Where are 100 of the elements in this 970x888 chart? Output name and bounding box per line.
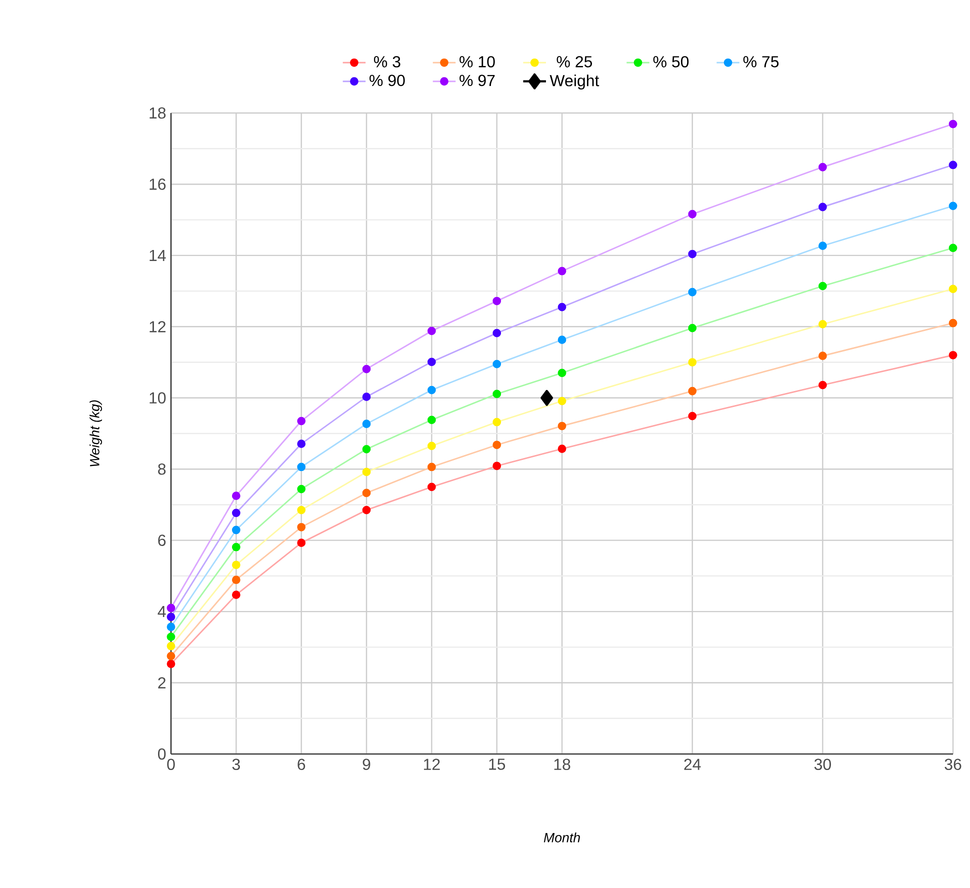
- point: [818, 320, 827, 328]
- point: [427, 416, 436, 424]
- point: [362, 488, 371, 498]
- legend-label: % 97: [460, 74, 495, 86]
- point: [688, 288, 697, 296]
- legend-label: % 90: [370, 74, 405, 86]
- y-tick-label: 8: [158, 463, 166, 475]
- point: [232, 590, 240, 600]
- point: [948, 244, 958, 252]
- point: [232, 576, 240, 584]
- point: [362, 444, 371, 454]
- point: [362, 420, 371, 428]
- point: [492, 462, 502, 470]
- point: [540, 390, 554, 406]
- legend-label: Weight: [550, 74, 600, 90]
- x-axis-title: Month: [544, 832, 580, 842]
- point: [232, 560, 240, 570]
- point: [558, 336, 566, 344]
- point: [297, 522, 306, 532]
- point: [558, 444, 566, 454]
- legend-label: % 50: [653, 56, 689, 68]
- point: [688, 250, 697, 258]
- point: [362, 506, 371, 514]
- x-tick-label: 3: [232, 758, 240, 770]
- y-tick-label: 14: [150, 250, 166, 261]
- point: [492, 360, 502, 368]
- legend-label: % 3: [374, 56, 400, 68]
- point: [166, 660, 176, 668]
- point: [492, 440, 502, 450]
- y-tick-label: 2: [158, 677, 166, 688]
- point: [297, 416, 306, 426]
- legend-label: % 25: [556, 56, 592, 68]
- y-tick-label: 0: [158, 748, 166, 760]
- point: [166, 604, 176, 612]
- point: [492, 418, 502, 426]
- point: [297, 538, 306, 548]
- point: [558, 422, 566, 430]
- point: [688, 210, 697, 218]
- point: [558, 302, 566, 312]
- point: [297, 506, 306, 514]
- legend-label: % 10: [460, 56, 495, 68]
- x-tick-label: 12: [424, 758, 440, 770]
- point: [166, 652, 176, 660]
- point: [688, 386, 697, 396]
- point: [818, 242, 827, 250]
- point: [362, 468, 371, 476]
- point: [427, 386, 436, 394]
- point: [492, 328, 502, 338]
- point: [492, 296, 502, 306]
- point: [166, 622, 176, 632]
- point: [166, 612, 176, 622]
- point: [297, 440, 306, 448]
- x-tick-label: 36: [944, 758, 962, 770]
- point: [818, 162, 827, 172]
- point: [558, 266, 566, 276]
- point: [688, 324, 697, 332]
- x-tick-label: 18: [554, 758, 570, 770]
- y-tick-label: 12: [150, 321, 166, 332]
- point: [427, 462, 436, 472]
- point: [232, 492, 240, 500]
- point: [427, 442, 436, 450]
- point: [818, 380, 827, 390]
- point: [427, 482, 436, 492]
- point: [232, 508, 240, 518]
- point: [688, 412, 697, 420]
- point: [232, 542, 240, 552]
- point: [948, 318, 958, 328]
- point: [427, 326, 436, 336]
- point: [232, 526, 240, 534]
- point: [948, 284, 958, 294]
- point: [297, 462, 306, 472]
- x-tick-label: 15: [489, 758, 506, 770]
- y-tick-label: 16: [150, 178, 166, 190]
- x-tick-label: 6: [298, 758, 306, 770]
- legend-label: % 75: [743, 56, 779, 68]
- point: [948, 350, 958, 360]
- point: [427, 358, 436, 366]
- point: [688, 358, 697, 366]
- point: [818, 352, 827, 360]
- point: [166, 642, 176, 650]
- point: [818, 202, 827, 212]
- point: [166, 632, 176, 642]
- x-tick-label: 24: [684, 758, 701, 770]
- x-tick-label: 30: [814, 758, 831, 770]
- point: [362, 364, 371, 374]
- point: [492, 390, 502, 398]
- point: [362, 392, 371, 402]
- y-tick-label: 6: [158, 534, 166, 546]
- point: [948, 202, 958, 210]
- point: [948, 160, 958, 170]
- point: [297, 484, 306, 494]
- point: [558, 368, 566, 378]
- point: [558, 396, 566, 406]
- point: [818, 282, 827, 290]
- y-tick-label: 18: [150, 107, 166, 119]
- y-axis-title: Weight (kg): [90, 400, 102, 466]
- x-tick-label: 9: [362, 758, 370, 770]
- x-tick-label: 0: [167, 758, 175, 770]
- y-tick-label: 4: [158, 606, 166, 618]
- point: [948, 120, 958, 128]
